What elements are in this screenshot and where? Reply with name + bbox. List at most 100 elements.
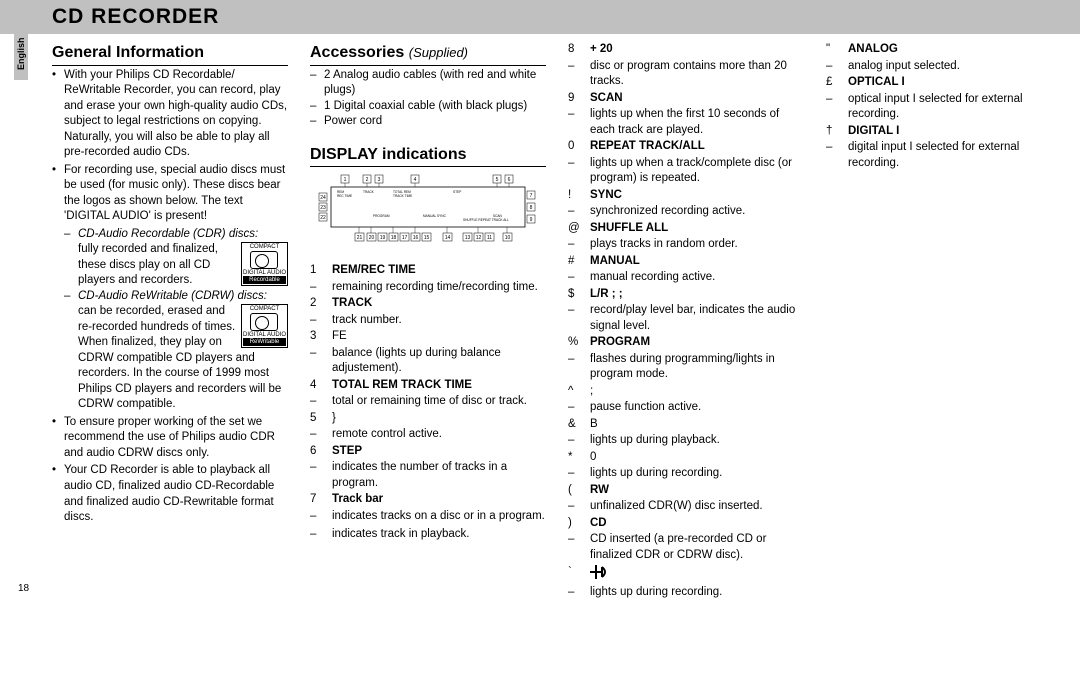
- column-display-cont: 8+ 20–disc or program contains more than…: [568, 42, 804, 602]
- heading-accessories: Accessories (Supplied): [310, 42, 546, 66]
- display-desc: –digital input I selected for external r…: [826, 140, 1062, 171]
- svg-text:20: 20: [369, 235, 375, 241]
- display-item: 8+ 20: [568, 42, 804, 58]
- display-item: †DIGITAL I: [826, 124, 1062, 140]
- display-desc: –disc or program contains more than 20 t…: [568, 59, 804, 90]
- display-desc: –analog input selected.: [826, 59, 1062, 75]
- svg-text:14: 14: [445, 235, 451, 241]
- svg-text:6: 6: [508, 177, 511, 183]
- display-item: %PROGRAM: [568, 335, 804, 351]
- svg-text:1: 1: [344, 177, 347, 183]
- sub-item: CD-Audio ReWritable (CDRW) discs: COMPAC…: [64, 289, 288, 413]
- svg-text:SCAN: SCAN: [493, 214, 503, 218]
- svg-text:18: 18: [391, 235, 397, 241]
- svg-text:9: 9: [530, 217, 533, 223]
- display-desc: –lights up during recording.: [568, 466, 804, 482]
- svg-text:10: 10: [505, 235, 511, 241]
- svg-text:3: 3: [378, 177, 381, 183]
- display-desc: –indicates the number of tracks in a pro…: [310, 460, 546, 491]
- display-desc: –synchronized recording active.: [568, 204, 804, 220]
- svg-text:11: 11: [487, 235, 492, 241]
- display-desc: –indicates tracks on a disc or in a prog…: [310, 509, 546, 525]
- column-general-info: General Information With your Philips CD…: [52, 42, 288, 602]
- header-bar: CD RECORDER: [0, 0, 1080, 34]
- sub-heading: CD-Audio ReWritable (CDRW) discs:: [78, 289, 288, 305]
- display-item: 3FE: [310, 329, 546, 345]
- svg-text:SHUFFLE REPEAT TRACK ALL: SHUFFLE REPEAT TRACK ALL: [463, 218, 509, 222]
- display-desc: –unfinalized CDR(W) disc inserted.: [568, 499, 804, 515]
- svg-text:13: 13: [465, 235, 471, 241]
- svg-text:STEP: STEP: [453, 190, 461, 194]
- svg-text:MANUAL SYNC: MANUAL SYNC: [423, 214, 447, 218]
- svg-text:4: 4: [414, 177, 417, 183]
- display-desc: –pause function active.: [568, 400, 804, 416]
- display-item: @SHUFFLE ALL: [568, 221, 804, 237]
- display-desc: –flashes during programming/lights in pr…: [568, 352, 804, 383]
- svg-text:REC TIME: REC TIME: [337, 194, 352, 198]
- display-desc: –optical input I selected for external r…: [826, 92, 1062, 123]
- info-bullet: To ensure proper working of the set we r…: [52, 415, 288, 462]
- record-symbol-icon: [590, 565, 804, 585]
- sub-heading: CD-Audio Recordable (CDR) discs:: [78, 227, 288, 243]
- display-item: `: [568, 565, 804, 585]
- display-item: (RW: [568, 483, 804, 499]
- display-item: $L/R ; ;: [568, 287, 804, 303]
- svg-text:8: 8: [530, 205, 533, 211]
- svg-text:12: 12: [476, 235, 482, 241]
- display-desc: –total or remaining time of disc or trac…: [310, 394, 546, 410]
- page-number: 18: [18, 583, 29, 594]
- display-item: 2TRACK: [310, 296, 546, 312]
- svg-text:24: 24: [320, 195, 326, 201]
- svg-text:19: 19: [380, 235, 386, 241]
- display-desc: –indicates track in playback.: [310, 527, 546, 543]
- svg-text:15: 15: [424, 235, 430, 241]
- cdr-logo: COMPACT DIGITAL AUDIO Recordable: [241, 242, 288, 286]
- svg-text:5: 5: [496, 177, 499, 183]
- svg-text:17: 17: [402, 235, 408, 241]
- display-item: 0REPEAT TRACK/ALL: [568, 139, 804, 155]
- accessory-item: Power cord: [310, 114, 546, 130]
- info-text: For recording use, special audio discs m…: [64, 164, 285, 223]
- svg-text:2: 2: [366, 177, 369, 183]
- svg-text:23: 23: [320, 205, 326, 211]
- page-body: English General Information With your Ph…: [0, 34, 1080, 602]
- display-item: ^;: [568, 384, 804, 400]
- display-item: 7Track bar: [310, 492, 546, 508]
- display-desc: –track number.: [310, 313, 546, 329]
- display-desc: –remaining recording time/recording time…: [310, 280, 546, 296]
- display-desc: –lights up during playback.: [568, 433, 804, 449]
- svg-text:16: 16: [413, 235, 419, 241]
- sub-text: COMPACT DIGITAL AUDIO ReWritable can be …: [78, 304, 288, 413]
- info-bullet: With your Philips CD Recordable/ ReWrita…: [52, 68, 288, 161]
- svg-text:TRACK TIME: TRACK TIME: [393, 194, 412, 198]
- display-item: #MANUAL: [568, 254, 804, 270]
- heading-display: DISPLAY indications: [310, 144, 546, 168]
- display-desc: –lights up when the first 10 seconds of …: [568, 107, 804, 138]
- display-item: "ANALOG: [826, 42, 1062, 58]
- column-accessories-display: Accessories (Supplied) 2 Analog audio ca…: [310, 42, 546, 602]
- svg-text:PROGRAM: PROGRAM: [373, 214, 390, 218]
- display-item: 6STEP: [310, 444, 546, 460]
- cdrw-logo: COMPACT DIGITAL AUDIO ReWritable: [241, 304, 288, 348]
- sub-item: CD-Audio Recordable (CDR) discs: fully r…: [64, 227, 288, 289]
- display-desc: –remote control active.: [310, 427, 546, 443]
- info-bullet: For recording use, special audio discs m…: [52, 163, 288, 413]
- display-desc: –plays tracks in random order.: [568, 237, 804, 253]
- info-bullet: Your CD Recorder is able to playback all…: [52, 463, 288, 525]
- sub-text: fully recorded and finalized, these disc…: [78, 242, 237, 289]
- display-item: 4TOTAL REM TRACK TIME: [310, 378, 546, 394]
- display-desc: –CD inserted (a pre-recorded CD or final…: [568, 532, 804, 563]
- display-desc: –record/play level bar, indicates the au…: [568, 303, 804, 334]
- display-desc: –manual recording active.: [568, 270, 804, 286]
- display-desc: –balance (lights up during balance adjus…: [310, 346, 546, 377]
- heading-general-info: General Information: [52, 42, 288, 66]
- display-diagram: 1 2 3 4 5 6 7 8 9 24 23 22 21: [310, 173, 546, 253]
- display-item: )CD: [568, 516, 804, 532]
- column-display-cont2: "ANALOG–analog input selected.£OPTICAL I…: [826, 42, 1062, 602]
- display-item: &B: [568, 417, 804, 433]
- display-item: 1REM/REC TIME: [310, 263, 546, 279]
- language-tab: English: [14, 27, 28, 80]
- display-item: !SYNC: [568, 188, 804, 204]
- accessory-item: 2 Analog audio cables (with red and whit…: [310, 68, 546, 99]
- display-desc: –lights up during recording.: [568, 585, 804, 601]
